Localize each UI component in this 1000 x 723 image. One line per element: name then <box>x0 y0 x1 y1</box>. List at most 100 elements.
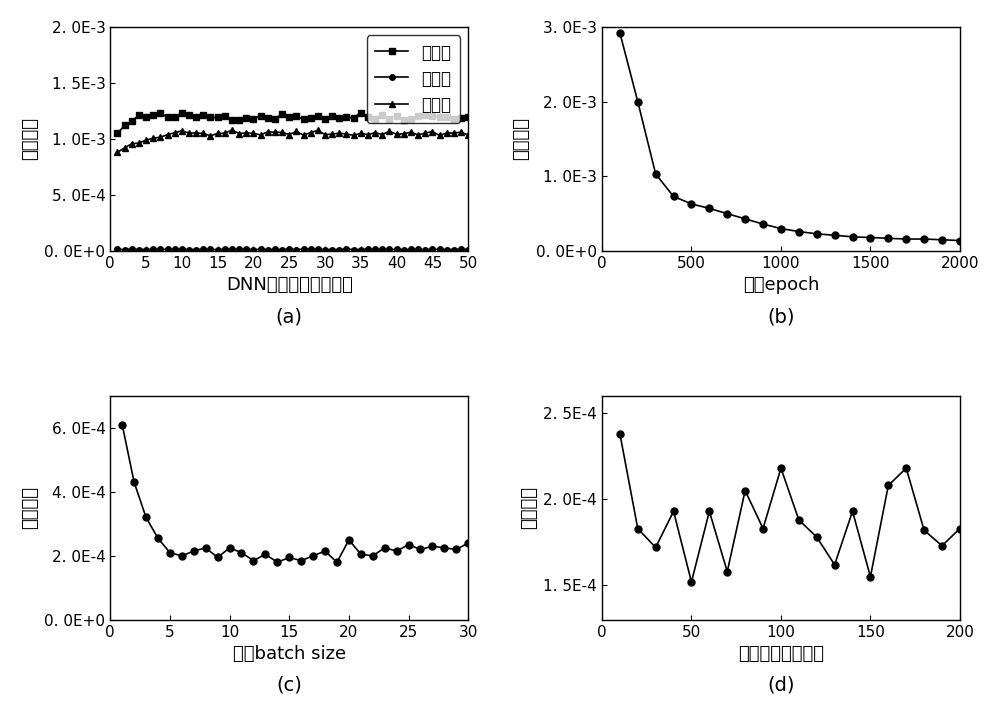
第五折 <box>290 245 302 254</box>
Text: (c): (c) <box>276 676 302 695</box>
第一折 <box>369 114 381 123</box>
第十折 <box>197 129 209 138</box>
第十折 <box>190 129 202 137</box>
第五折 <box>355 245 367 254</box>
第一折 <box>133 111 145 120</box>
Text: (b): (b) <box>767 307 795 326</box>
第一折 <box>383 115 395 124</box>
第五折 <box>147 245 159 254</box>
第一折 <box>348 114 360 122</box>
第五折 <box>154 245 166 254</box>
第五折 <box>169 245 181 254</box>
第五折 <box>333 245 345 254</box>
第五折 <box>391 245 403 254</box>
第一折 <box>290 112 302 121</box>
第十折 <box>455 128 467 137</box>
第一折 <box>298 115 310 124</box>
第十折 <box>412 131 424 140</box>
第一折 <box>283 113 295 121</box>
第十折 <box>269 128 281 137</box>
第十折 <box>434 131 446 140</box>
第五折 <box>255 245 267 254</box>
第十折 <box>391 130 403 139</box>
第十折 <box>376 130 388 139</box>
第一折 <box>183 111 195 119</box>
第五折 <box>376 245 388 254</box>
第十折 <box>369 128 381 137</box>
第十折 <box>340 129 352 138</box>
第五折 <box>183 245 195 254</box>
第五折 <box>369 245 381 254</box>
第十折 <box>355 129 367 137</box>
第五折 <box>226 245 238 254</box>
第十折 <box>290 127 302 136</box>
第一折 <box>162 113 174 121</box>
第十折 <box>326 129 338 138</box>
第一折 <box>140 113 152 121</box>
第十折 <box>212 129 224 137</box>
第五折 <box>383 245 395 254</box>
第一折 <box>119 121 131 130</box>
Y-axis label: 均方误差: 均方误差 <box>21 117 39 161</box>
第一折 <box>240 114 252 122</box>
第十折 <box>204 132 216 140</box>
第一折 <box>169 113 181 121</box>
第五折 <box>348 245 360 254</box>
第一折 <box>262 114 274 123</box>
第五折 <box>240 245 252 254</box>
第十折 <box>169 129 181 137</box>
第一折 <box>204 113 216 121</box>
第一折 <box>434 112 446 121</box>
第一折 <box>312 112 324 121</box>
第五折 <box>412 245 424 254</box>
第十折 <box>426 127 438 136</box>
第一折 <box>391 112 403 121</box>
第十折 <box>276 128 288 137</box>
第十折 <box>219 129 231 137</box>
第一折 <box>233 116 245 124</box>
第十折 <box>119 144 131 153</box>
第十折 <box>140 136 152 145</box>
X-axis label: 参数batch size: 参数batch size <box>233 646 346 663</box>
第一折 <box>126 116 138 125</box>
第五折 <box>276 245 288 254</box>
第五折 <box>133 245 145 254</box>
第一折 <box>190 113 202 121</box>
Y-axis label: 均方误差: 均方误差 <box>513 117 531 161</box>
第五折 <box>233 245 245 254</box>
第十折 <box>298 131 310 140</box>
第五折 <box>340 244 352 253</box>
第一折 <box>362 112 374 121</box>
Y-axis label: 均方误差: 均方误差 <box>520 487 538 529</box>
第五折 <box>262 245 274 254</box>
第十折 <box>154 133 166 142</box>
第五折 <box>326 245 338 254</box>
第一折 <box>326 111 338 120</box>
第五折 <box>204 245 216 254</box>
第一折 <box>255 111 267 120</box>
第一折 <box>147 111 159 119</box>
第十折 <box>133 139 145 147</box>
第十折 <box>226 126 238 134</box>
第五折 <box>455 245 467 254</box>
第十折 <box>398 129 410 138</box>
第五折 <box>247 245 259 254</box>
X-axis label: DNN网络重复估计次数: DNN网络重复估计次数 <box>226 276 353 294</box>
第一折 <box>176 109 188 118</box>
第五折 <box>305 244 317 253</box>
第十折 <box>262 127 274 136</box>
第五折 <box>283 245 295 254</box>
第一折 <box>405 115 417 124</box>
第五折 <box>140 245 152 254</box>
第十折 <box>247 129 259 137</box>
第五折 <box>119 245 131 254</box>
第十折 <box>240 129 252 137</box>
第一折 <box>305 114 317 122</box>
第五折 <box>398 245 410 254</box>
第一折 <box>197 111 209 120</box>
第一折 <box>398 116 410 125</box>
第五折 <box>111 245 123 254</box>
第一折 <box>419 111 431 119</box>
第一折 <box>247 114 259 123</box>
第一折 <box>219 111 231 120</box>
